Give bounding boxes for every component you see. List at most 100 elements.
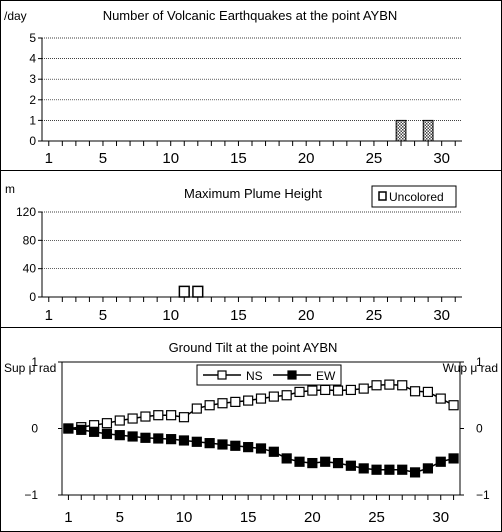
x-tick-label: 30: [432, 509, 449, 526]
data-point-ew: [128, 432, 137, 441]
legend-swatch: [379, 192, 386, 200]
data-point-ns: [205, 401, 214, 410]
data-point-ew: [334, 459, 343, 468]
data-point-ns: [154, 411, 163, 420]
x-tick-label: 1: [45, 150, 53, 167]
y-tick-label: 0: [29, 290, 36, 304]
data-point-ew: [436, 457, 445, 466]
series-line-ns: [68, 385, 453, 429]
x-tick-label: 15: [230, 307, 247, 324]
data-point-ns: [423, 387, 432, 396]
x-tick-label: 1: [45, 307, 53, 324]
data-point-ns: [295, 387, 304, 396]
legend-label: EW: [316, 369, 336, 383]
panel-earthquakes: Number of Volcanic Earthquakes at the po…: [4, 8, 462, 167]
bar: [193, 286, 203, 297]
data-point-ns: [179, 413, 188, 422]
y-tick-label-right: 0: [476, 422, 483, 436]
data-point-ew: [257, 444, 266, 453]
x-tick-label: 25: [366, 150, 383, 167]
x-tick-label: 20: [304, 509, 321, 526]
data-point-ns: [346, 385, 355, 394]
data-point-ew: [205, 439, 214, 448]
bar: [423, 120, 433, 141]
y-tick-label-right: 1: [476, 355, 483, 369]
data-point-ew: [90, 427, 99, 436]
data-point-ew: [321, 457, 330, 466]
x-tick-label: 25: [368, 509, 385, 526]
legend-label: Uncolored: [389, 190, 444, 204]
data-point-ew: [411, 468, 420, 477]
y-tick-label: 3: [29, 72, 36, 86]
data-point-ns: [141, 412, 150, 421]
chart-title: Ground Tilt at the point AYBN: [169, 340, 338, 355]
y-axis-label: m: [5, 182, 15, 196]
y-axis-label: /day: [4, 9, 27, 23]
data-point-ns: [398, 381, 407, 390]
data-point-ew: [141, 433, 150, 442]
x-tick-label: 30: [433, 307, 450, 324]
data-point-ns: [359, 384, 368, 393]
x-tick-label: 5: [116, 509, 124, 526]
x-tick-label: 10: [162, 307, 179, 324]
y-tick-label: 40: [23, 262, 37, 276]
x-tick-label: 5: [99, 307, 107, 324]
data-point-ew: [398, 465, 407, 474]
data-point-ew: [218, 440, 227, 449]
data-point-ns: [411, 387, 420, 396]
data-point-ns: [102, 419, 111, 428]
panel-ground-tilt: Ground Tilt at the point AYBN Sup μ rad Wu…: [4, 340, 498, 526]
data-point-ew: [231, 441, 240, 450]
x-tick-label: 1: [64, 509, 72, 526]
x-tick-label: 15: [240, 509, 257, 526]
data-point-ns: [231, 397, 240, 406]
data-point-ew: [372, 465, 381, 474]
y-axis-label-right: Wup μ rad: [443, 361, 498, 375]
data-point-ns: [372, 381, 381, 390]
x-tick-label: 25: [366, 307, 383, 324]
data-point-ns: [334, 386, 343, 395]
data-point-ew: [115, 431, 124, 440]
x-tick-label: 15: [230, 150, 247, 167]
data-point-ew: [244, 443, 253, 452]
x-tick-label: 30: [433, 150, 450, 167]
x-tick-label: 20: [298, 307, 315, 324]
data-point-ew: [449, 454, 458, 463]
y-tick-label: 120: [16, 205, 36, 219]
data-point-ew: [154, 434, 163, 443]
data-point-ew: [295, 457, 304, 466]
data-point-ns: [167, 411, 176, 420]
data-point-ns: [282, 391, 291, 400]
legend-marker: [218, 371, 226, 379]
x-tick-label: 20: [298, 150, 315, 167]
data-point-ew: [346, 461, 355, 470]
x-tick-label: 5: [99, 150, 107, 167]
data-point-ns: [449, 401, 458, 410]
data-point-ns: [321, 385, 330, 394]
y-tick-label-left: 0: [31, 422, 38, 436]
data-point-ew: [167, 435, 176, 444]
data-point-ew: [282, 454, 291, 463]
y-tick-label-right: −1: [476, 488, 490, 502]
bar: [396, 120, 406, 141]
data-point-ew: [308, 459, 317, 468]
data-point-ew: [102, 429, 111, 438]
data-point-ew: [192, 437, 201, 446]
x-tick-label: 10: [176, 509, 193, 526]
x-tick-label: 10: [162, 150, 179, 167]
data-point-ns: [115, 416, 124, 425]
legend-marker: [288, 371, 296, 379]
data-point-ew: [77, 425, 86, 434]
data-point-ns: [436, 394, 445, 403]
chart-title: Number of Volcanic Earthquakes at the po…: [103, 8, 398, 23]
data-point-ns: [218, 399, 227, 408]
y-tick-label: 4: [29, 52, 36, 66]
data-point-ew: [269, 447, 278, 456]
data-point-ew: [64, 424, 73, 433]
data-point-ns: [128, 414, 137, 423]
chart-title: Maximum Plume Height: [184, 186, 322, 201]
data-point-ew: [179, 436, 188, 445]
y-tick-label-left: 1: [31, 355, 38, 369]
data-point-ns: [385, 380, 394, 389]
